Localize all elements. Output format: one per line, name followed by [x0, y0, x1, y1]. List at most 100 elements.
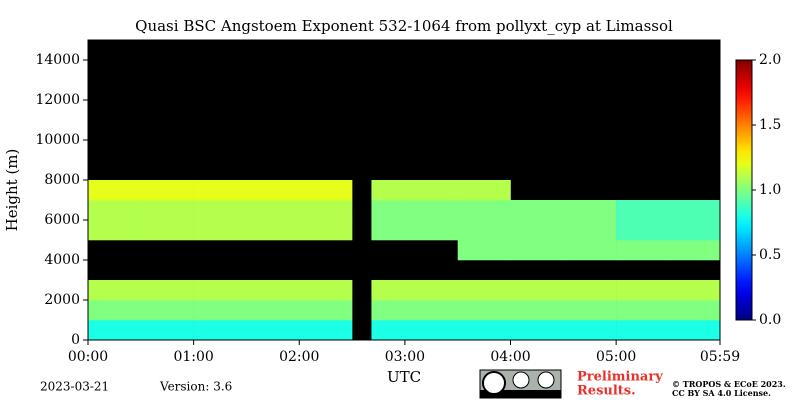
heatmap-cell [371, 220, 406, 241]
y-tick-label: 2000 [44, 292, 80, 308]
x-tick-label: 05:59 [700, 349, 740, 365]
heatmap-cell [457, 180, 511, 201]
heatmap-cell [457, 240, 511, 261]
heatmap-cell [510, 280, 564, 301]
heatmap-cell [404, 300, 458, 321]
x-tick-label: 05:00 [596, 349, 636, 365]
heatmap-cell [616, 200, 670, 221]
heatmap-cell [668, 320, 721, 341]
y-tick-label: 6000 [44, 212, 80, 228]
heatmap-cell [193, 220, 247, 241]
heatmap-cell [404, 220, 458, 241]
heatmap-cell [88, 320, 142, 341]
y-tick-label: 12000 [35, 92, 80, 108]
heatmap-cell [371, 200, 406, 221]
heatmap-cell [563, 320, 617, 341]
heatmap-cell [299, 300, 353, 321]
colorbar-tick-label: 0.5 [759, 247, 781, 263]
heatmap-cell [140, 280, 194, 301]
heatmap-cell [510, 320, 564, 341]
y-tick-label: 14000 [35, 52, 80, 68]
heatmap-cell [510, 220, 564, 241]
y-tick-label: 8000 [44, 172, 80, 188]
y-tick-label: 0 [71, 332, 80, 348]
heatmap-cell [246, 220, 300, 241]
heatmap-cell [246, 180, 300, 201]
heatmap-cell [246, 320, 300, 341]
heatmap-cell [563, 220, 617, 241]
y-tick-label: 4000 [44, 252, 80, 268]
heatmap-cell [140, 300, 194, 321]
heatmap-cell [88, 180, 142, 201]
license-badge [479, 369, 562, 399]
date: 2023-03-21 [40, 380, 109, 394]
heatmap-cell [371, 280, 406, 301]
x-tick-label: 01:00 [173, 349, 213, 365]
heatmap-cell [246, 300, 300, 321]
plot-frame [87, 39, 721, 341]
heatmap-cell [668, 280, 721, 301]
colorbar-tick-label: 1.5 [759, 117, 781, 133]
heatmap-cell [246, 200, 300, 221]
heatmap-cell [299, 200, 353, 221]
colorbar-tick-label: 0.0 [759, 312, 781, 328]
heatmap-cell [404, 280, 458, 301]
heatmap-cell [193, 180, 247, 201]
heatmap-cell [140, 220, 194, 241]
heatmap-cell [616, 240, 670, 261]
heatmap-cell [457, 220, 511, 241]
heatmap-cell [668, 300, 721, 321]
heatmap-cell [88, 300, 142, 321]
x-tick-label: 02:00 [279, 349, 319, 365]
heatmap-cell [616, 300, 670, 321]
heatmap-cell [371, 320, 406, 341]
heatmap-cell [616, 220, 670, 241]
y-tick-label: 10000 [35, 132, 80, 148]
heatmap-cell [140, 200, 194, 221]
heatmap-cell [140, 180, 194, 201]
heatmap-cell [616, 280, 670, 301]
heatmap-cell [193, 300, 247, 321]
notice-line: Results. [577, 384, 636, 399]
heatmap-cell [668, 220, 721, 241]
heatmap-cell [563, 280, 617, 301]
notice-line: Preliminary [577, 370, 663, 385]
x-tick-label: 00:00 [68, 349, 108, 365]
heatmap-cell [371, 300, 406, 321]
chart-title: Quasi BSC Angstoem Exponent 532-1064 fro… [135, 17, 673, 35]
heatmap-cell [299, 220, 353, 241]
heatmap-cell [140, 320, 194, 341]
copyright-line: © TROPOS & ECoE 2023. [672, 379, 786, 389]
heatmap-cell [404, 180, 458, 201]
heatmap-cell [510, 240, 564, 261]
heatmap-cell [616, 320, 670, 341]
heatmap-cell [457, 320, 511, 341]
heatmap-cell [404, 200, 458, 221]
y-axis-label: Height (m) [3, 149, 21, 232]
heatmap-cell [457, 280, 511, 301]
heatmap-cell [510, 300, 564, 321]
heatmap-cell [563, 200, 617, 221]
x-tick-label: 03:00 [385, 349, 425, 365]
copyright-line: CC BY SA 4.0 License. [672, 388, 771, 398]
heatmap-cell [193, 320, 247, 341]
colorbar-tick-label: 2.0 [759, 52, 781, 68]
heatmap-cell [668, 200, 721, 221]
heatmap-cell [193, 280, 247, 301]
heatmap-cell [457, 300, 511, 321]
heatmap-cell [88, 220, 142, 241]
colorbar-tick-label: 1.0 [759, 182, 781, 198]
heatmap-cell [668, 240, 721, 261]
heatmap-cell [404, 320, 458, 341]
heatmap-cell [299, 180, 353, 201]
heatmap-cell [563, 240, 617, 261]
heatmap-cell [371, 180, 406, 201]
heatmap-cell [193, 200, 247, 221]
heatmap-cell [563, 300, 617, 321]
colorbar [735, 59, 753, 321]
heatmap-cell [510, 200, 564, 221]
heatmap-cell [246, 280, 300, 301]
heatmap-cell [299, 280, 353, 301]
version: Version: 3.6 [159, 380, 232, 394]
